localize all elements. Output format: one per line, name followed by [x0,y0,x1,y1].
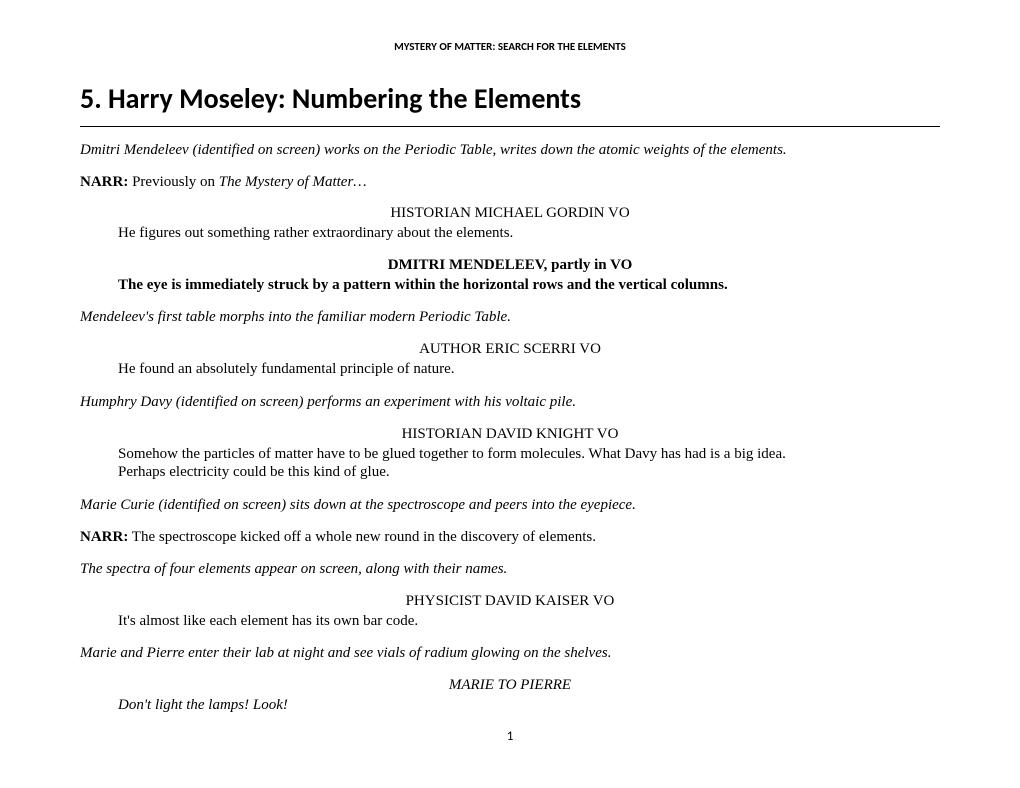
scene-description: Mendeleev's first table morphs into the … [80,308,940,327]
speech-line: He figures out something rather extraord… [118,224,818,243]
scene-description: Dmitri Mendeleev (identified on screen) … [80,141,940,160]
narr-label: NARR: [80,529,128,545]
document-body: Dmitri Mendeleev (identified on screen) … [80,141,940,715]
scene-description: Humphry Davy (identified on screen) perf… [80,393,940,412]
narr-label: NARR: [80,174,128,190]
speech-line: It's almost like each element has its ow… [118,612,818,631]
speaker-name: MARIE TO PIERRE [80,677,940,694]
speaker-name: HISTORIAN DAVID KNIGHT VO [80,426,940,443]
scene-description: Marie and Pierre enter their lab at nigh… [80,644,940,663]
speech-line: He found an absolutely fundamental princ… [118,360,818,379]
narrator-line: NARR: Previously on The Mystery of Matte… [80,174,940,191]
narr-text: The spectroscope kicked off a whole new … [128,529,596,545]
page-number: 1 [80,729,940,744]
speech-line: Don't light the lamps! Look! [118,696,818,715]
scene-description: Marie Curie (identified on screen) sits … [80,496,940,515]
speaker-name: HISTORIAN MICHAEL GORDIN VO [80,205,940,222]
scene-description: The spectra of four elements appear on s… [80,560,940,579]
speech-line: Somehow the particles of matter have to … [118,445,818,483]
page-header: MYSTERY OF MATTER: SEARCH FOR THE ELEMEN… [80,40,940,53]
narr-italic: The Mystery of Matter… [219,174,367,190]
page-title: 5. Harry Moseley: Numbering the Elements [80,81,940,116]
speaker-name: AUTHOR ERIC SCERRI VO [80,341,940,358]
title-rule [80,126,940,127]
speech-line: The eye is immediately struck by a patte… [118,276,818,295]
narr-text: Previously on [128,174,218,190]
speaker-name: DMITRI MENDELEEV, partly in VO [80,257,940,274]
narrator-line: NARR: The spectroscope kicked off a whol… [80,529,940,546]
speaker-name: PHYSICIST DAVID KAISER VO [80,593,940,610]
